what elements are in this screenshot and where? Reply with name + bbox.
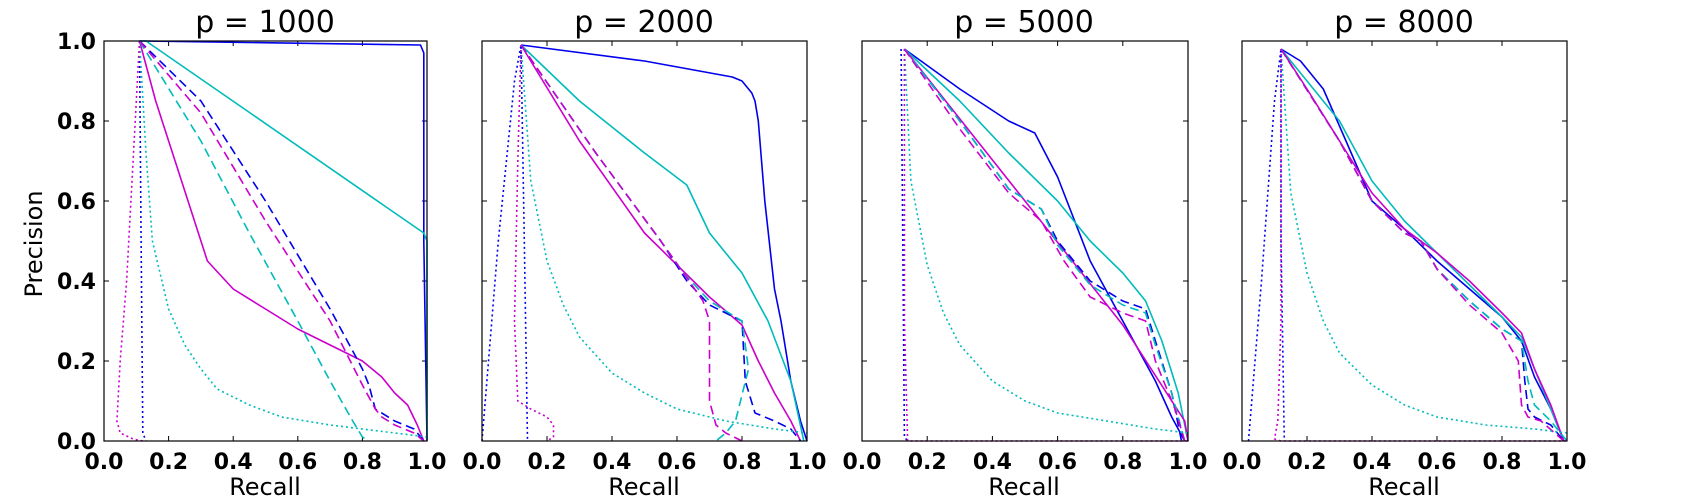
panel-p-2000: p = 2000 Recall 0.0 0.2 0.4 0.6 0.8 1.0 bbox=[463, 5, 827, 500]
curves-group bbox=[1247, 48, 1568, 442]
pr-curve-solid bbox=[139, 40, 428, 442]
curves-group bbox=[481, 44, 808, 442]
pr-curve-solid bbox=[903, 48, 1186, 442]
x-tick-label: 0.6 bbox=[278, 450, 317, 475]
x-tick-label: 1.0 bbox=[1169, 450, 1208, 475]
pr-curve-dashed bbox=[138, 40, 425, 442]
pr-curve-solid bbox=[520, 44, 805, 442]
pr-curve-dotted bbox=[1247, 48, 1286, 442]
curves-group bbox=[900, 48, 1189, 442]
pr-curve-dotted bbox=[116, 40, 143, 442]
pr-curve-dashed bbox=[138, 40, 425, 442]
y-tick-label: 1.0 bbox=[57, 30, 96, 55]
pr-curve-dashed bbox=[903, 48, 1186, 442]
x-tick-label: 0.4 bbox=[214, 450, 253, 475]
y-tick-label: 0.8 bbox=[57, 110, 96, 135]
pr-curve-dotted bbox=[138, 40, 147, 442]
plot-frame bbox=[103, 40, 428, 442]
pr-curve-solid bbox=[903, 48, 1189, 442]
x-tick-label: 1.0 bbox=[788, 450, 827, 475]
panel-title: p = 2000 bbox=[574, 5, 714, 40]
x-tick-label: 0.8 bbox=[1483, 450, 1522, 475]
x-tick-label: 1.0 bbox=[1548, 450, 1587, 475]
panel-title: p = 8000 bbox=[1334, 5, 1474, 40]
pr-curve-dotted bbox=[903, 48, 1189, 434]
x-axis-label: Recall bbox=[229, 473, 301, 500]
x-tick-label: 0.4 bbox=[973, 450, 1012, 475]
x-tick-label: 0.0 bbox=[1223, 450, 1262, 475]
pr-curve-dotted bbox=[520, 44, 808, 434]
x-tick-label: 0.2 bbox=[908, 450, 947, 475]
x-tick-label: 0.8 bbox=[343, 450, 382, 475]
pr-curve-dotted bbox=[1280, 48, 1568, 434]
panel-title: p = 5000 bbox=[954, 5, 1094, 40]
panel-p-5000: p = 5000 Recall 0.0 0.2 0.4 0.6 0.8 1.0 bbox=[843, 5, 1208, 500]
y-tick-label: 0.0 bbox=[57, 430, 96, 455]
pr-curve-dotted bbox=[903, 49, 1188, 442]
pr-curve-dashed bbox=[520, 44, 743, 442]
x-tick-label: 0.0 bbox=[85, 450, 124, 475]
pr-curve-dashed bbox=[1280, 48, 1568, 442]
panel-title: p = 1000 bbox=[195, 5, 335, 40]
pr-curve-solid bbox=[520, 44, 808, 442]
x-tick-label: 0.8 bbox=[1103, 450, 1142, 475]
x-tick-label: 0.0 bbox=[843, 450, 882, 475]
pr-curve-dotted bbox=[513, 44, 555, 442]
x-axis-label: Recall bbox=[1368, 473, 1440, 500]
x-tick-label: 0.6 bbox=[1418, 450, 1457, 475]
x-tick-label: 1.0 bbox=[408, 450, 447, 475]
panel-p-1000: p = 1000 Recall 0.0 0.2 0.4 0.6 0.8 1.0 0.0 0.2… bbox=[57, 5, 446, 500]
curves-group bbox=[116, 40, 428, 442]
x-tick-label: 0.6 bbox=[658, 450, 697, 475]
y-tick-label: 0.6 bbox=[57, 190, 96, 215]
x-tick-label: 0.4 bbox=[1353, 450, 1392, 475]
pr-curve-dotted bbox=[900, 48, 909, 442]
x-tick-label: 0.8 bbox=[723, 450, 762, 475]
y-tick-label: 0.2 bbox=[57, 350, 96, 375]
tick-group: 0.0 0.2 0.4 0.6 0.8 1.0 bbox=[843, 40, 1208, 475]
tick-group: 0.0 0.2 0.4 0.6 0.8 1.0 bbox=[463, 40, 827, 475]
plot-frame bbox=[481, 40, 808, 442]
pr-curve-dashed bbox=[138, 40, 370, 442]
x-tick-label: 0.2 bbox=[1288, 450, 1327, 475]
x-tick-label: 0.4 bbox=[593, 450, 632, 475]
pr-curve-solid bbox=[1280, 48, 1565, 442]
pr-curve-dashed bbox=[903, 48, 1186, 442]
pr-curve-dotted bbox=[481, 44, 529, 442]
x-tick-label: 0.0 bbox=[463, 450, 502, 475]
pr-curve-dotted bbox=[138, 40, 428, 438]
x-axis-label: Recall bbox=[988, 473, 1060, 500]
pr-curve-solid bbox=[903, 48, 1189, 442]
x-tick-label: 0.6 bbox=[1038, 450, 1077, 475]
tick-group: 0.0 0.2 0.4 0.6 0.8 1.0 bbox=[1223, 40, 1587, 475]
pr-curve-solid bbox=[138, 40, 425, 442]
x-tick-label: 0.2 bbox=[149, 450, 188, 475]
y-tick-label: 0.4 bbox=[57, 270, 96, 295]
plot-frame bbox=[1241, 40, 1568, 442]
panel-p-8000: p = 8000 Recall 0.0 0.2 0.4 0.6 0.8 1.0 bbox=[1223, 5, 1587, 500]
pr-curve-dashed bbox=[1280, 48, 1565, 442]
x-tick-label: 0.2 bbox=[528, 450, 567, 475]
x-axis-label: Recall bbox=[608, 473, 680, 500]
tick-group: 0.0 0.2 0.4 0.6 0.8 1.0 0.0 0.2 0.4 0.6 0.8 1.0 bbox=[57, 30, 446, 475]
plot-frame bbox=[861, 40, 1189, 442]
pr-curve-dashed bbox=[520, 44, 750, 442]
pr-curve-solid bbox=[139, 40, 428, 441]
y-axis-label: Precision bbox=[20, 190, 48, 297]
